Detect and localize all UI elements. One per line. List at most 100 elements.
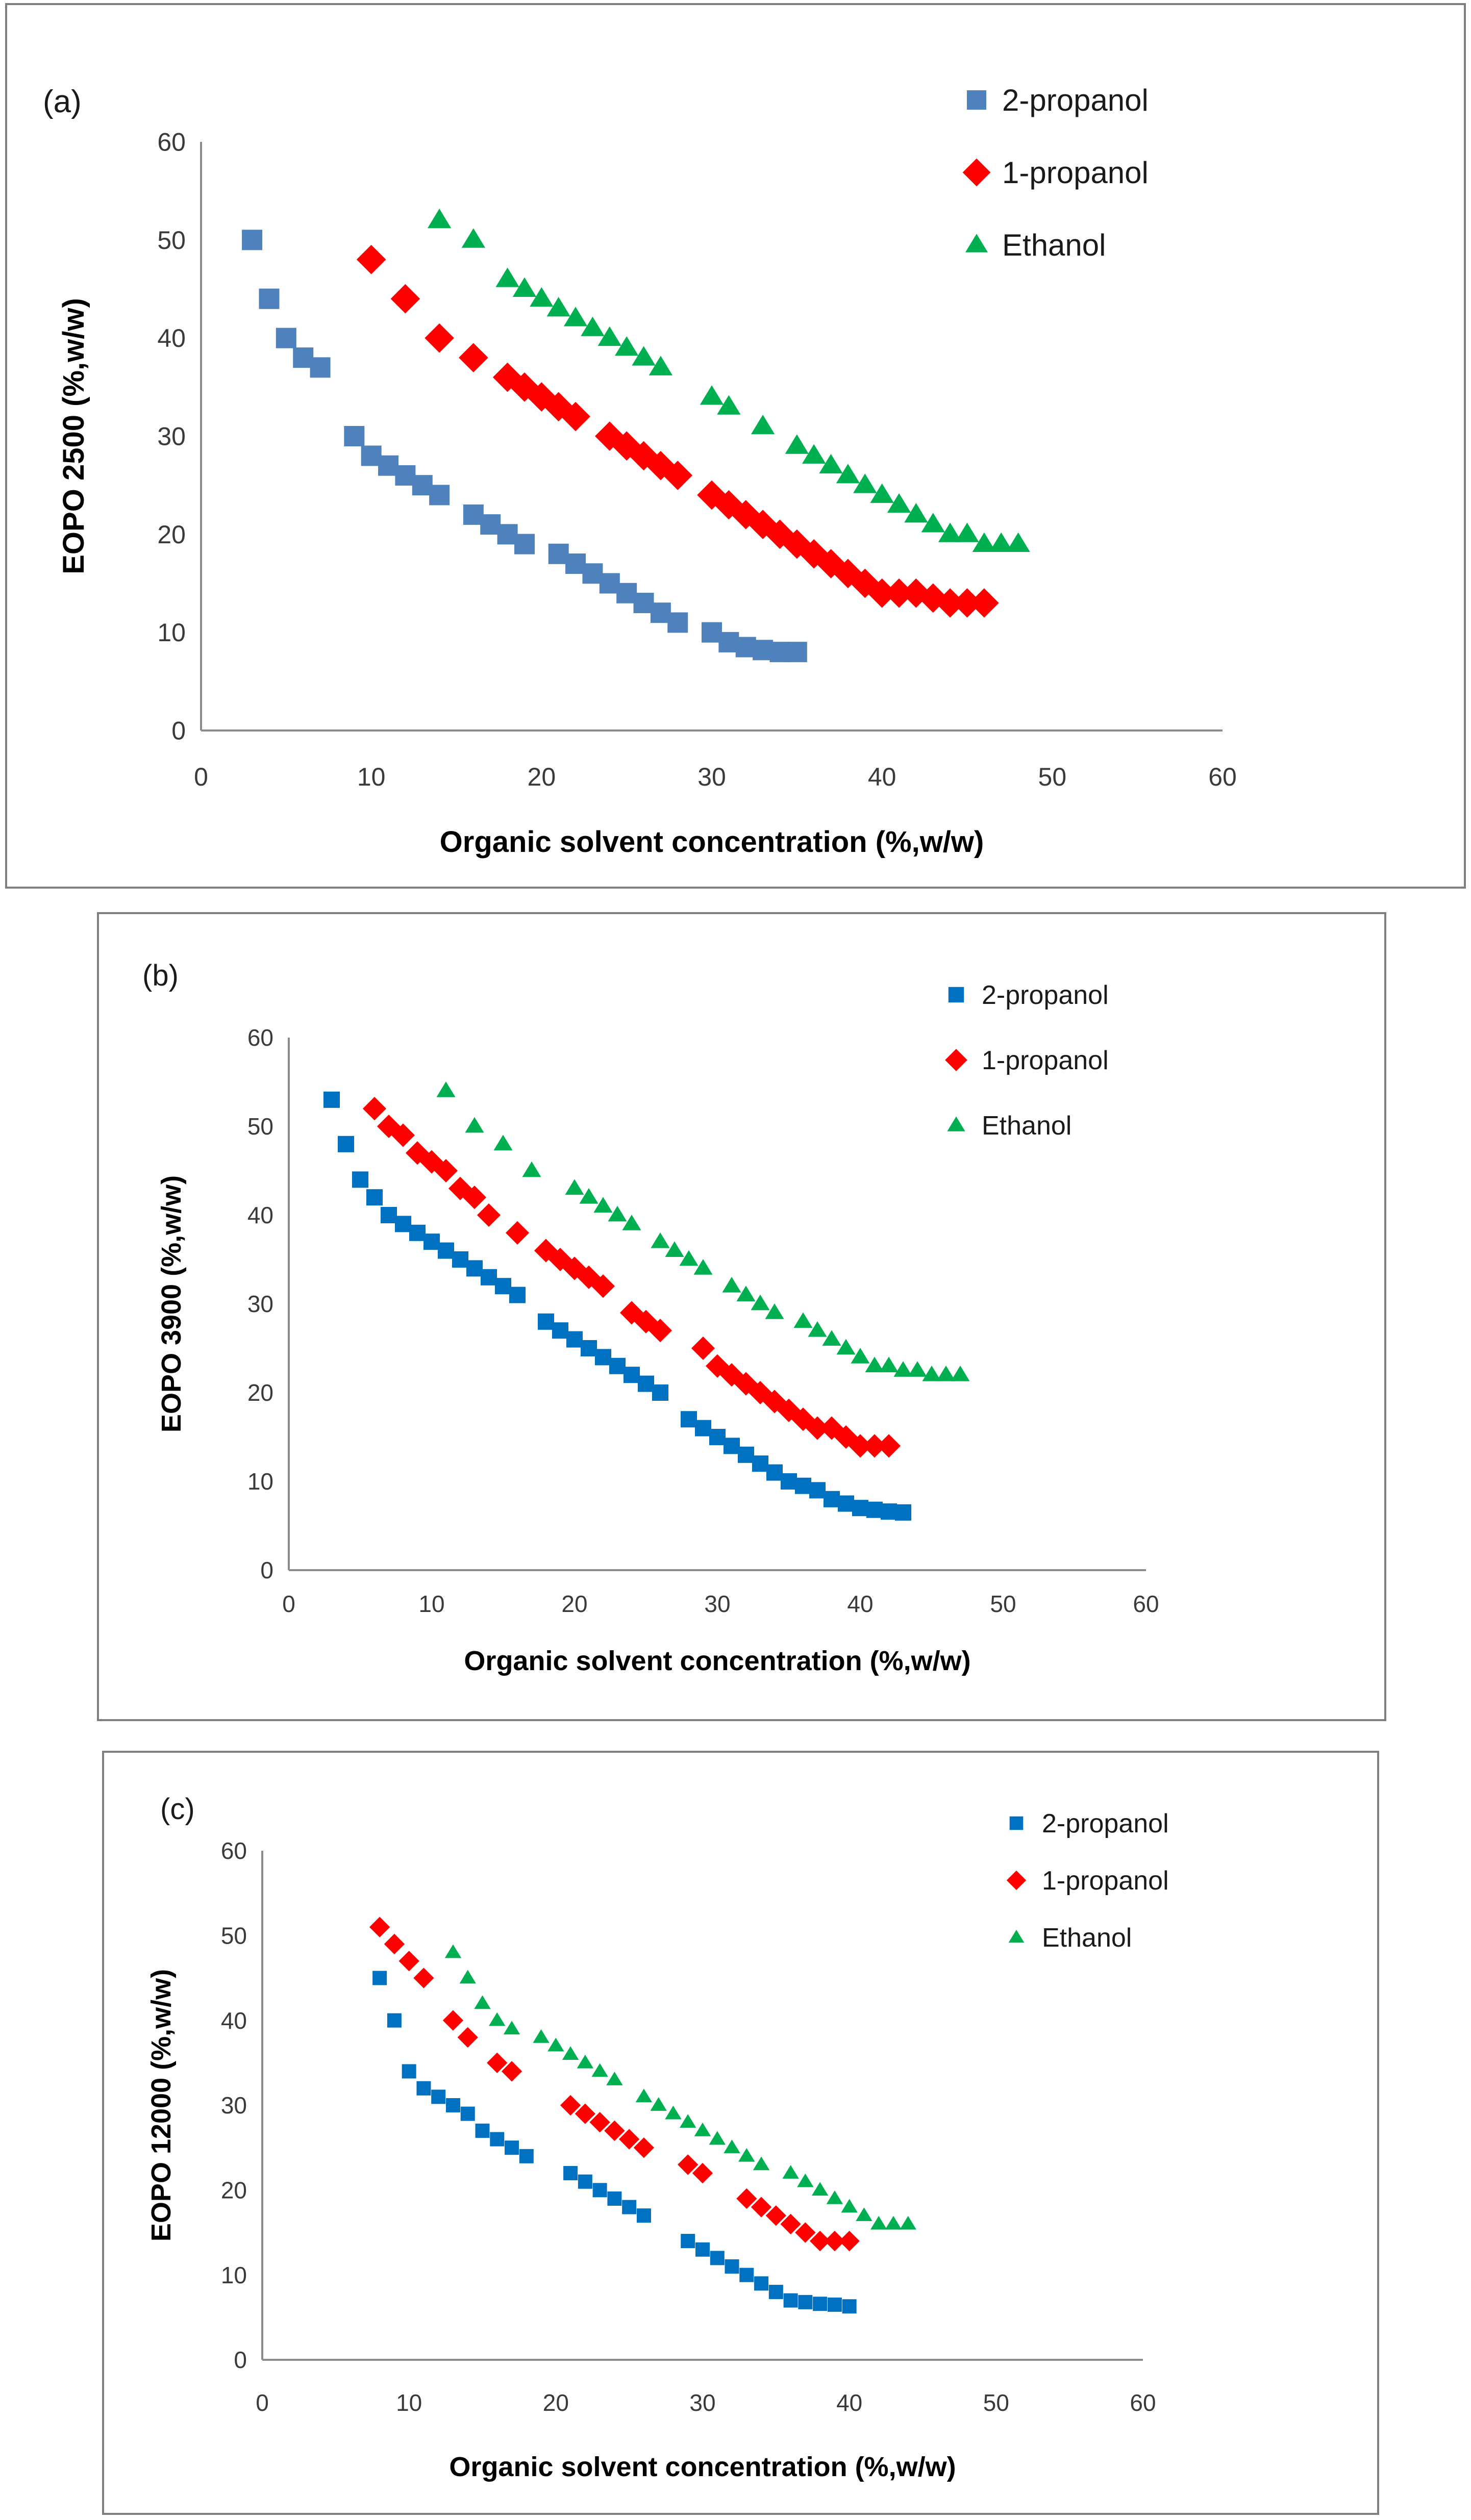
data-point [694, 2122, 711, 2136]
data-point [736, 2188, 757, 2209]
data-point [614, 336, 639, 356]
data-point [870, 2215, 887, 2230]
series-1-propanol [356, 245, 999, 618]
y-tick-label: 10 [157, 618, 186, 647]
data-point [402, 2064, 416, 2079]
data-point [969, 588, 999, 618]
legend-marker [962, 158, 991, 187]
series-2-propanol [372, 1971, 857, 2314]
series-ethanol [444, 1944, 916, 2230]
data-point [442, 2010, 464, 2031]
data-point [718, 632, 739, 652]
data-point [838, 1495, 854, 1512]
x-tick-label: 50 [990, 1591, 1016, 1617]
data-point [512, 277, 537, 297]
data-point [519, 2149, 534, 2163]
data-point [808, 1321, 827, 1337]
data-point [851, 1348, 870, 1364]
data-point [566, 1331, 583, 1348]
data-point [599, 573, 620, 594]
data-point [824, 1491, 840, 1507]
data-point [952, 588, 982, 618]
data-point [709, 2131, 726, 2145]
data-point [632, 346, 656, 366]
data-point [597, 326, 621, 346]
x-tick-label: 30 [689, 2389, 715, 2416]
data-point [489, 2012, 506, 2026]
data-point [921, 513, 945, 533]
legend-marker [945, 1049, 967, 1071]
data-point [751, 2197, 772, 2217]
panel-label: (c) [160, 1793, 195, 1826]
legend-entry: 1-propanol [982, 1046, 1109, 1075]
y-axis-title: EOPO 2500 (%,w/w) [57, 298, 90, 574]
data-point [538, 1313, 554, 1330]
data-point [649, 356, 673, 375]
legend-entry: 2-propanol [982, 980, 1109, 1010]
data-point [579, 1188, 599, 1204]
data-point [369, 1917, 390, 1937]
data-point [581, 316, 605, 336]
data-point [477, 1203, 501, 1227]
data-point [922, 1365, 941, 1381]
data-point [904, 503, 928, 523]
y-tick-label: 20 [247, 1379, 273, 1406]
data-point [754, 2276, 769, 2291]
data-point [841, 2199, 858, 2213]
data-point [622, 1215, 641, 1230]
data-point [695, 2242, 710, 2257]
data-point [459, 343, 488, 372]
data-point [908, 1361, 927, 1377]
data-point [848, 1434, 872, 1458]
series-2-propanol [242, 230, 807, 663]
data-point [419, 1150, 444, 1174]
data-point [591, 1274, 615, 1298]
data-point [634, 1309, 658, 1333]
data-point [935, 588, 965, 618]
data-point [480, 514, 501, 535]
y-tick-label: 30 [157, 422, 186, 451]
data-point [431, 2089, 446, 2104]
panel-label: (a) [43, 84, 82, 119]
x-tick-label: 10 [396, 2389, 422, 2416]
data-point [663, 461, 693, 490]
data-point [495, 1278, 511, 1295]
data-point [809, 2230, 831, 2252]
series-ethanol [436, 1081, 970, 1381]
data-point [356, 245, 386, 274]
data-point [638, 1375, 654, 1392]
data-point [885, 2215, 902, 2230]
x-tick-label: 0 [256, 2389, 269, 2416]
data-point [839, 2230, 860, 2252]
data-point [548, 1247, 572, 1272]
data-point [338, 1136, 354, 1152]
data-point [884, 578, 914, 608]
legend-marker [947, 1116, 965, 1131]
data-point [842, 2299, 857, 2314]
data-point [650, 2097, 667, 2111]
data-point [565, 1179, 584, 1195]
y-tick-label: 40 [247, 1202, 273, 1228]
legend-entry: 1-propanol [1042, 1866, 1169, 1896]
scatter-chart: 0 10 20 30 40 50 60 0 10 20 30 40 50 60 Organic solven… [43, 83, 1237, 859]
data-point [624, 1367, 640, 1383]
data-point [546, 297, 570, 317]
y-tick-label: 50 [247, 1113, 273, 1140]
data-point [853, 473, 877, 493]
y-tick-label: 0 [260, 1557, 273, 1583]
x-tick-label: 40 [836, 2389, 862, 2416]
data-point [501, 2061, 522, 2082]
legend-marker [1008, 1929, 1025, 1943]
data-point [448, 1176, 472, 1200]
data-point [693, 1259, 713, 1275]
data-point [466, 1260, 483, 1277]
data-point [722, 1276, 741, 1293]
y-tick-label: 50 [221, 1922, 247, 1949]
data-point [416, 2081, 431, 2096]
data-point [678, 2154, 699, 2175]
data-point [398, 1951, 419, 1972]
data-point [717, 395, 741, 415]
data-point [798, 2295, 813, 2309]
data-point [425, 323, 454, 353]
data-point [667, 612, 688, 633]
